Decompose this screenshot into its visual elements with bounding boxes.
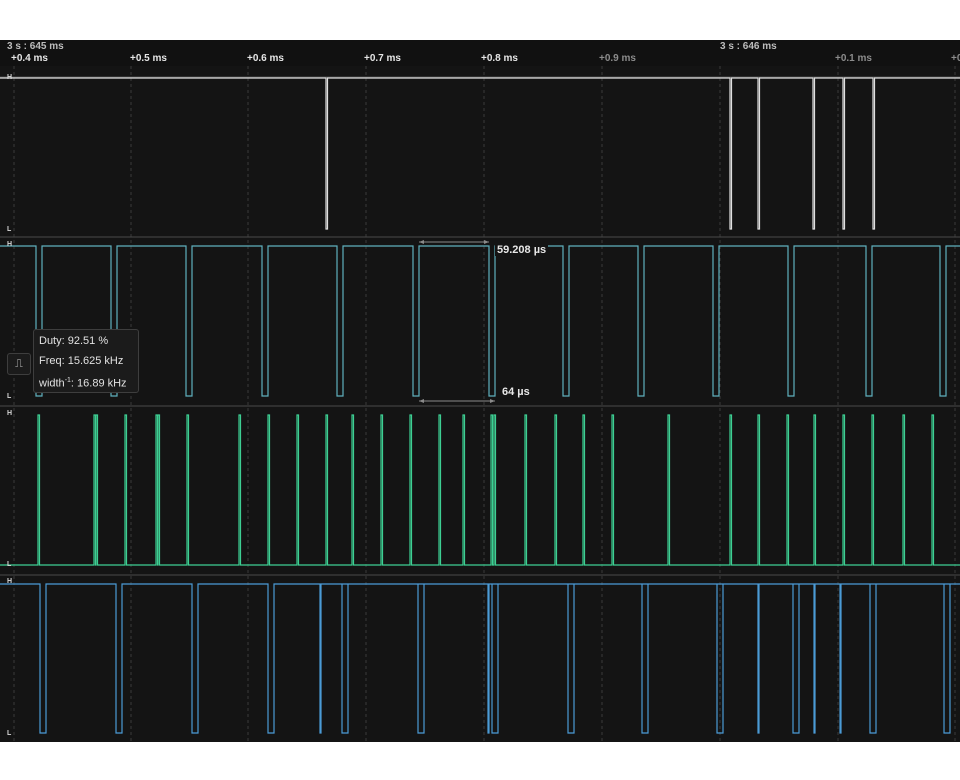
timeline-major-label: 3 s : 646 ms	[720, 41, 777, 52]
timeline-tick-label: +0.7 ms	[364, 53, 401, 64]
timeline-tick-label: +0.8 ms	[481, 53, 518, 64]
measurement-tooltip: Duty: 92.51 % Freq: 15.625 kHz width-1: …	[33, 329, 139, 393]
pulse-width-measurement: 59.208 µs	[495, 244, 549, 256]
timeline-tick-label: +0.4 ms	[11, 53, 48, 64]
measurement-arrows	[419, 240, 495, 403]
channel-2-trace	[0, 245, 960, 397]
time-ruler[interactable]: 3 s : 645 ms 3 s : 646 ms +0.4 ms +0.5 m…	[0, 40, 960, 66]
channel-1-low-label: L	[7, 226, 12, 233]
channel-3-high-label: H	[7, 410, 13, 417]
channel-4-trace	[0, 583, 960, 734]
channel-2-high-label: H	[7, 241, 13, 248]
pulse-measure-icon[interactable]: ⎍	[7, 353, 31, 375]
channel-2-low-label: L	[7, 393, 12, 400]
waveform-canvas[interactable]	[0, 40, 960, 742]
timeline-tick-label: +0.9 ms	[599, 53, 636, 64]
period-arrow-head	[419, 399, 424, 403]
duty-cycle-value: Duty: 92.51 %	[39, 335, 109, 347]
period-measurement: 64 µs	[500, 386, 532, 398]
channel-1-high-label: H	[7, 74, 13, 81]
channel-3-waveform[interactable]	[0, 414, 960, 566]
channel-4-low-label: L	[7, 730, 12, 737]
waveform-viewer[interactable]: 3 s : 645 ms 3 s : 646 ms +0.4 ms +0.5 m…	[0, 40, 960, 742]
channel-1-waveform[interactable]	[0, 77, 960, 230]
channel-4-waveform[interactable]	[0, 583, 960, 734]
timeline-major-label: 3 s : 645 ms	[7, 41, 64, 52]
timeline-tick-label: +0	[951, 53, 960, 64]
timeline-tick-label: +0.6 ms	[247, 53, 284, 64]
timeline-tick-label: +0.5 ms	[130, 53, 167, 64]
timeline-tick-label: +0.1 ms	[835, 53, 872, 64]
width-arrow-head	[419, 240, 424, 244]
frequency-value: Freq: 15.625 kHz	[39, 355, 124, 367]
inverse-width-value: width-1: 16.89 kHz	[39, 377, 127, 390]
time-grid	[13, 66, 956, 742]
channel-3-trace	[0, 414, 960, 566]
channel-3-low-label: L	[7, 561, 12, 568]
channel-2-waveform[interactable]	[0, 245, 960, 397]
channel-separators	[0, 76, 960, 576]
channel-1-trace	[0, 77, 960, 230]
width-arrow-head	[484, 240, 489, 244]
period-arrow-head	[490, 399, 495, 403]
channel-4-high-label: H	[7, 578, 13, 585]
